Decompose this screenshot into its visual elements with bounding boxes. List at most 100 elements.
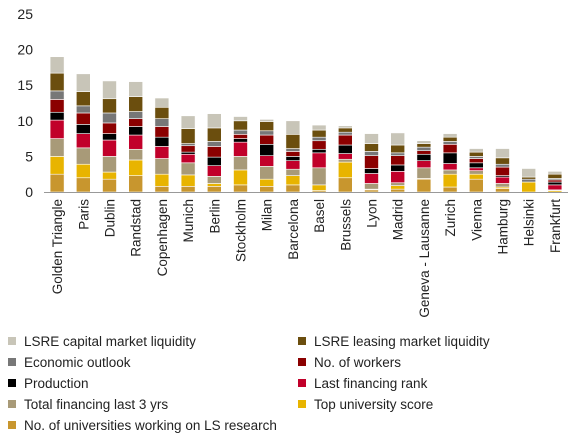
bar-segment [442,163,458,171]
bar-segment [207,165,222,177]
legend-label: No. of universities working on LS resear… [24,417,277,433]
y-tick-label: 0 [25,184,33,200]
bar-segment [128,118,143,127]
bar-stack [180,115,196,193]
bar-segment [76,133,91,149]
bar-segment [337,177,353,193]
bar-segment [128,175,143,193]
x-tick-label: Munich [181,199,196,243]
bar-segment [259,166,275,180]
bar-segment [311,129,327,138]
legend-swatch [298,358,306,366]
legend-label: No. of workers [314,354,402,370]
legend-label: Production [24,375,89,391]
bar-segment [390,188,406,193]
x-tick-label: Brussels [338,199,353,251]
bar-stack [154,97,170,193]
bar-segment [285,168,301,176]
bar-segment [102,178,117,193]
x-tick-label: Stockholm [234,199,249,262]
bar-segment [495,148,510,159]
bar-segment [468,178,484,193]
x-tick-label: Randstad [129,199,144,257]
bar-segment [233,129,248,135]
bar-stack [468,148,484,193]
bar-segment [102,139,117,157]
bar-segment [233,120,248,131]
legend-label: LSRE capital market liquidity [24,333,196,349]
bar-segment [311,148,327,154]
bar-stack [49,56,65,193]
bar-segment [495,176,510,184]
x-axis: Golden Triangle Paris Dublin Randstad Copenh… [44,192,568,318]
bar-stack [311,124,327,193]
bar-segment [128,111,143,119]
bar-segment [259,134,275,145]
bar-segment [364,155,379,169]
legend-label: Top university score [314,396,434,412]
bar-stack [416,140,432,193]
bar-stack [495,148,510,193]
bar-segment [521,181,537,193]
bar-segment [416,167,432,179]
bar-stack [285,120,301,193]
bar-segment [76,163,91,179]
bar-segment [180,186,196,193]
bar-segment [49,90,65,100]
bar-segment [180,115,196,129]
x-tick-label: Frankfurt [548,199,563,253]
bar-segment [311,167,327,186]
bar-segment [442,169,458,175]
bar-stack [547,171,563,193]
bar-segment [180,153,196,164]
bar-segment [521,168,537,178]
legend-swatch [298,379,306,387]
bar-segment [468,151,484,157]
bar-segment [154,186,170,193]
bar-segment [468,170,484,175]
bar-segment [311,140,327,150]
bar-segment [311,124,327,131]
bar-segment [390,185,406,190]
bar-segment [154,146,170,159]
bar-segment [311,184,327,191]
bar-stack [337,125,353,193]
bar-segment [390,152,406,156]
bar-segment [76,124,91,134]
bar-segment [102,98,117,114]
bar-segment [547,181,563,186]
bar-stack [390,132,406,193]
y-axis: 0 5 10 15 20 25 [17,6,33,200]
bar-segment [442,136,458,142]
legend-swatch [8,379,16,387]
bar-segment [76,105,91,114]
bar-segment [49,56,65,74]
bar-segment [180,162,196,176]
bar-segment [547,184,563,191]
bar-segment [128,126,143,136]
bar-stack [128,81,143,193]
bar-segment [337,134,353,146]
bar-segment [207,141,222,147]
bar-segment [468,156,484,159]
legend-swatch [8,400,16,408]
bar-segment [207,186,222,193]
x-tick-label: Vienna [469,199,484,241]
legend-item: Last financing rank [298,374,427,392]
bar-segment [102,171,117,180]
bar-segment [364,183,379,190]
bar-segment [207,176,222,184]
bar-segment [207,113,222,129]
x-tick-label: Berlin [207,199,222,234]
bar-segment [468,148,484,153]
bar-segment [547,171,563,175]
bar-segment [233,138,248,143]
bar-segment [259,143,275,156]
bar-segment [259,121,275,132]
x-tick-label: Madrid [391,199,406,240]
bar-segment [102,112,117,124]
bar-segment [285,160,301,170]
bar-segment [364,133,379,144]
bar-segment [495,166,510,176]
bar-segment [547,173,563,179]
